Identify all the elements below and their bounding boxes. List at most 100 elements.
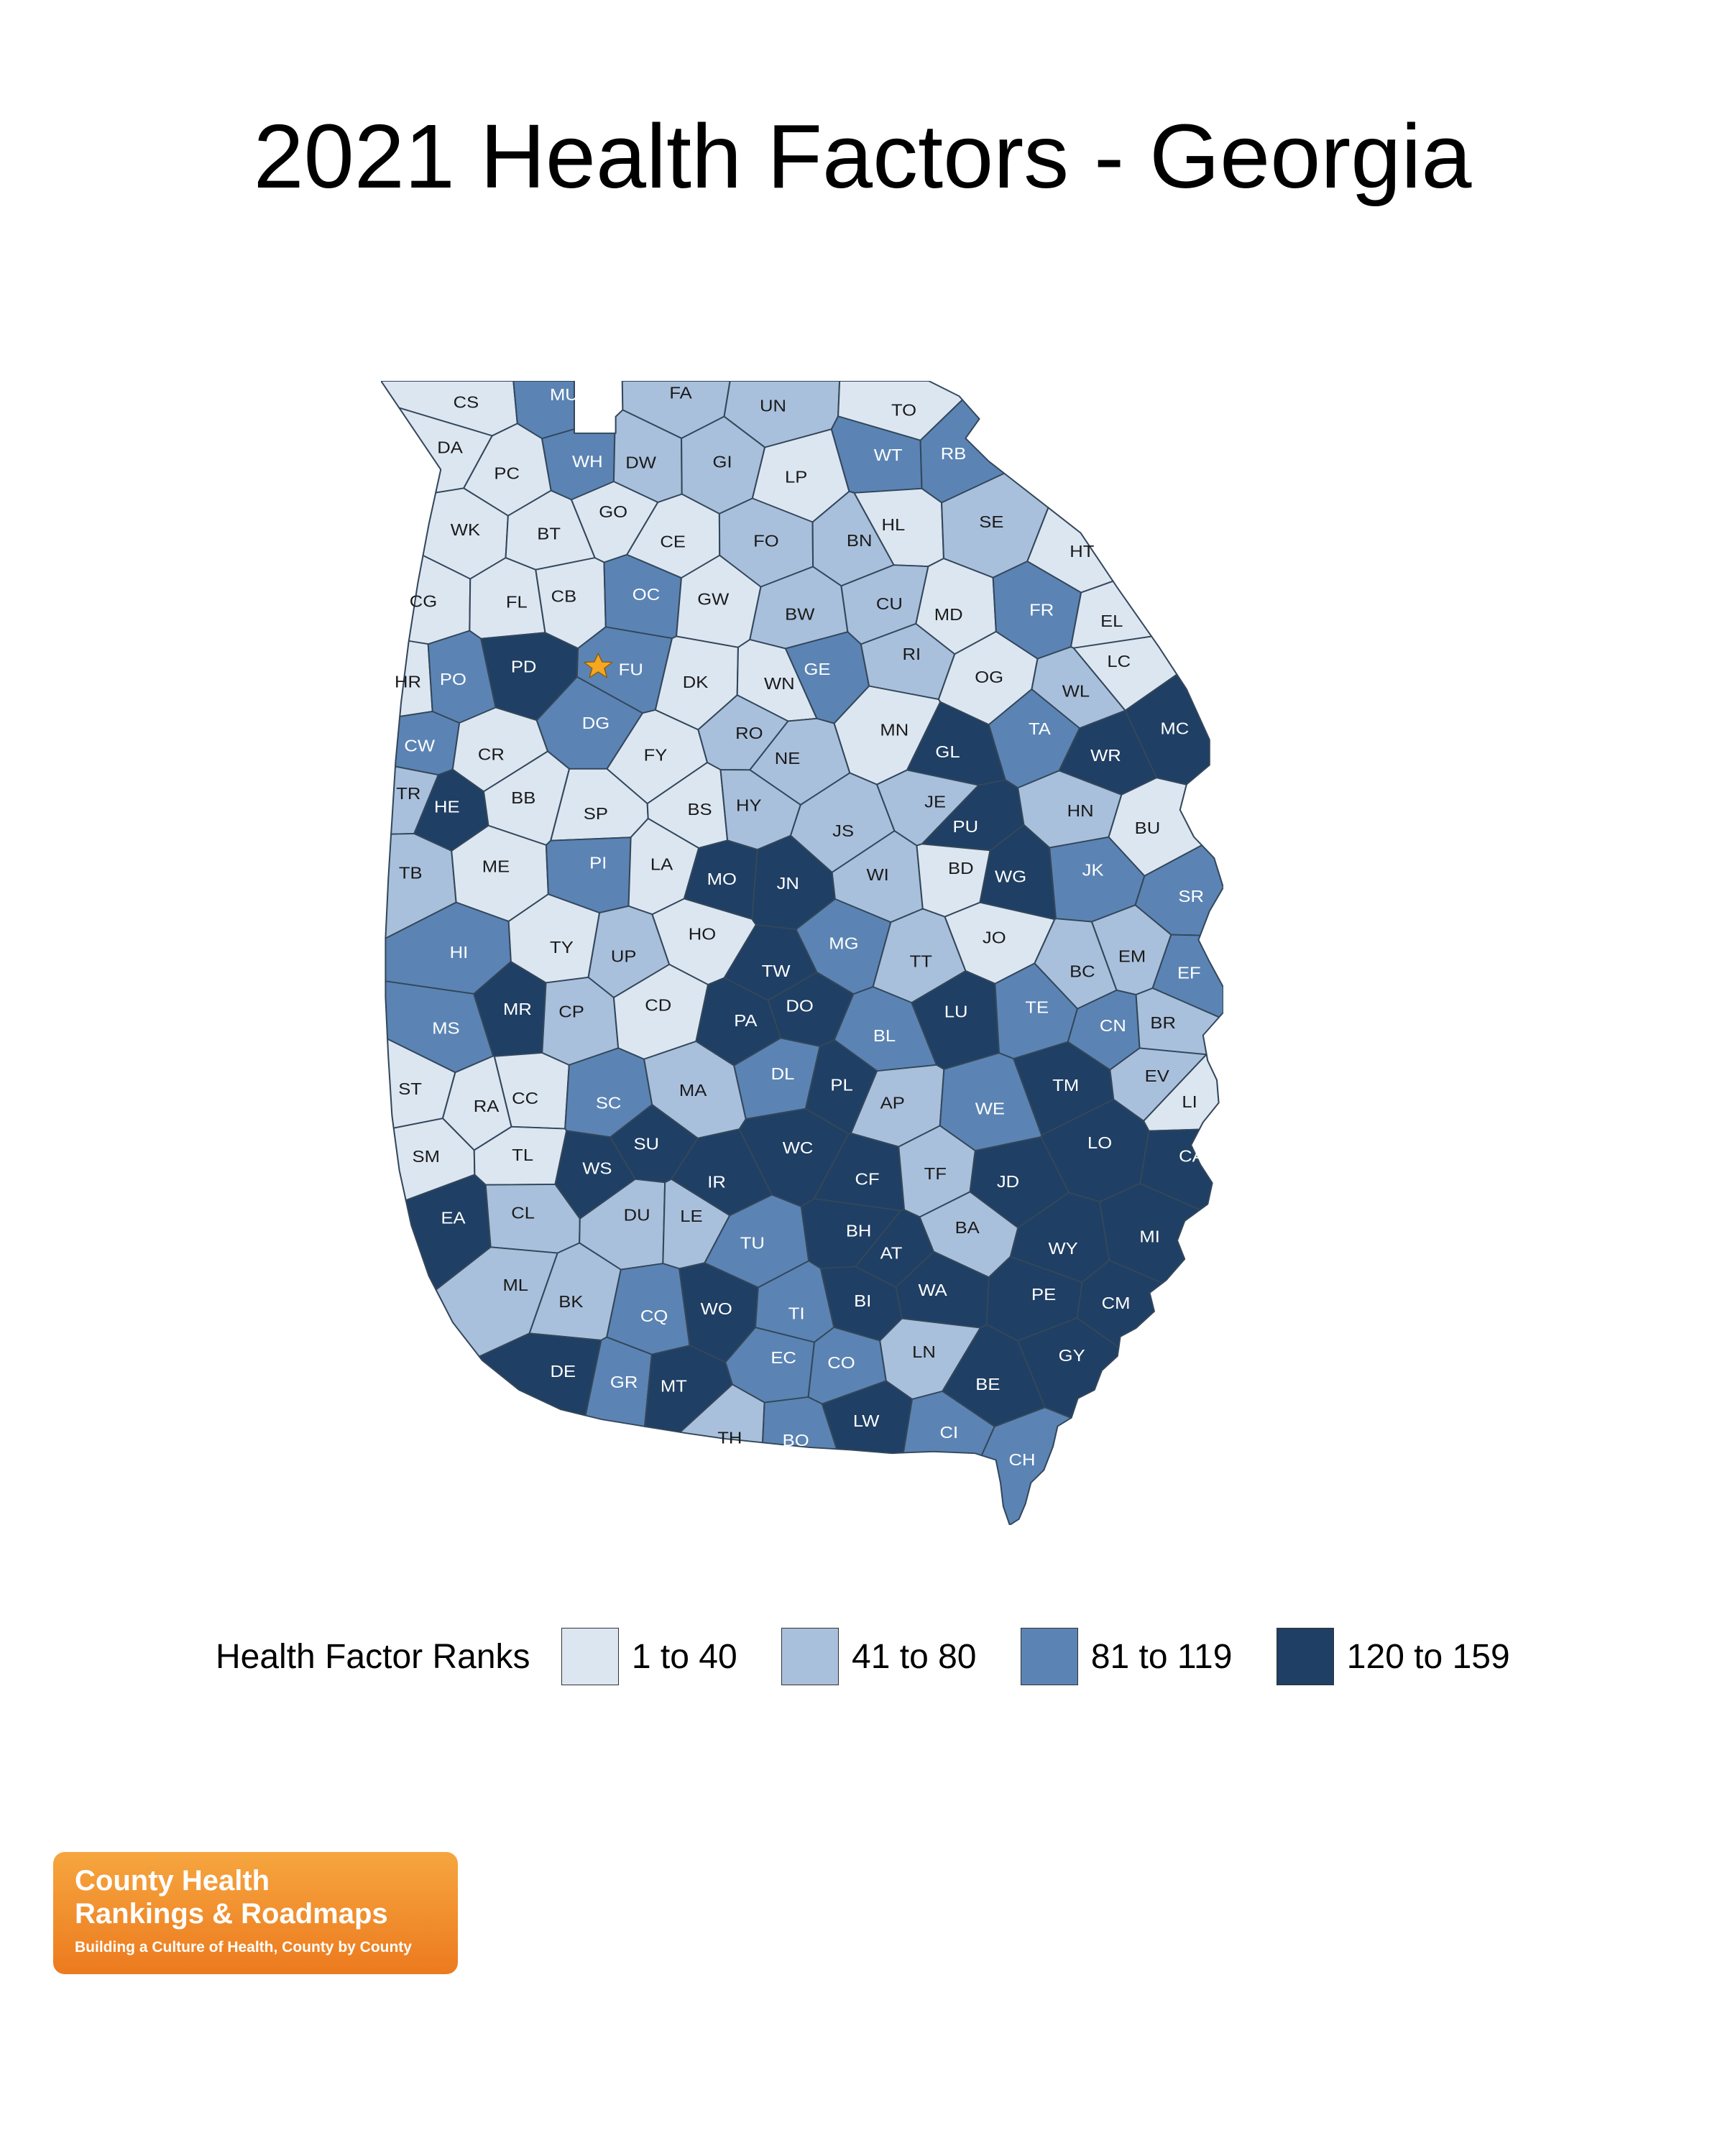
svg-text:BE: BE [975,1376,1000,1394]
svg-text:EA: EA [441,1209,466,1227]
svg-text:TF: TF [924,1165,947,1184]
svg-text:HR: HR [395,673,421,691]
svg-text:BL: BL [873,1027,896,1046]
svg-text:UP: UP [611,948,637,967]
svg-text:GW: GW [697,591,730,609]
svg-text:CO: CO [827,1354,855,1373]
svg-text:PL: PL [830,1077,852,1095]
svg-text:DA: DA [437,438,463,457]
svg-text:WL: WL [1062,683,1090,701]
svg-text:HO: HO [689,925,716,944]
svg-text:SR: SR [1178,888,1204,906]
svg-text:LW: LW [853,1412,880,1431]
svg-text:GL: GL [935,743,960,762]
svg-text:UN: UN [760,397,786,415]
svg-text:SM: SM [413,1148,440,1166]
svg-text:CS: CS [454,394,479,413]
svg-text:CG: CG [410,592,437,611]
svg-text:BO: BO [783,1432,809,1450]
svg-text:GR: GR [610,1373,638,1392]
svg-text:PD: PD [511,658,537,676]
svg-text:TO: TO [891,402,916,420]
svg-text:FU: FU [619,661,643,680]
svg-text:DU: DU [624,1206,650,1225]
svg-text:JN: JN [777,875,799,893]
svg-text:EV: EV [1145,1067,1170,1086]
svg-text:WY: WY [1048,1240,1077,1258]
svg-text:CN: CN [1100,1017,1126,1036]
svg-text:CC: CC [512,1089,538,1108]
svg-text:DL: DL [771,1065,795,1084]
svg-text:WS: WS [582,1159,612,1178]
svg-text:JK: JK [1082,862,1105,880]
svg-text:ST: ST [398,1080,422,1099]
svg-text:PC: PC [494,465,520,484]
svg-text:JE: JE [924,793,946,811]
svg-text:CI: CI [939,1424,958,1442]
svg-text:WG: WG [995,867,1026,886]
svg-text:BU: BU [1135,819,1161,838]
svg-text:PI: PI [589,854,607,872]
svg-text:CD: CD [645,996,671,1015]
svg-text:PU: PU [953,818,979,837]
svg-text:DG: DG [582,714,610,733]
svg-text:IR: IR [707,1173,726,1192]
svg-text:RA: RA [474,1097,500,1116]
svg-text:MC: MC [1160,720,1189,739]
svg-text:HL: HL [882,516,906,535]
svg-text:WR: WR [1090,747,1121,765]
svg-text:PE: PE [1031,1286,1056,1304]
svg-text:GO: GO [599,503,627,522]
svg-text:WN: WN [764,675,795,694]
svg-text:TT: TT [910,952,932,971]
svg-text:DK: DK [683,673,709,692]
svg-text:ML: ML [502,1276,528,1295]
svg-text:CE: CE [660,533,686,551]
svg-text:PA: PA [734,1012,758,1031]
svg-text:WT: WT [874,446,903,465]
svg-text:MT: MT [661,1378,687,1396]
svg-text:BC: BC [1070,963,1095,982]
svg-text:HE: HE [434,798,460,816]
svg-text:LN: LN [912,1343,936,1362]
svg-text:BA: BA [955,1219,980,1238]
svg-text:CP: CP [558,1003,584,1021]
svg-text:FO: FO [753,533,779,551]
svg-text:ME: ME [482,857,510,876]
svg-text:AP: AP [880,1094,905,1112]
svg-text:BD: BD [948,860,974,878]
svg-text:SU: SU [633,1135,659,1153]
svg-text:DO: DO [786,997,813,1015]
svg-text:LO: LO [1087,1134,1112,1153]
svg-text:WA: WA [918,1281,947,1300]
svg-text:TH: TH [717,1429,742,1447]
svg-text:JO: JO [983,929,1006,947]
svg-text:WC: WC [783,1139,814,1158]
svg-text:HY: HY [736,797,762,816]
svg-text:AT: AT [880,1244,903,1263]
svg-text:BB: BB [511,789,535,808]
svg-text:JD: JD [997,1173,1019,1192]
svg-text:BR: BR [1150,1014,1176,1033]
svg-text:LU: LU [944,1003,968,1021]
svg-text:CW: CW [404,737,436,755]
svg-text:TM: TM [1052,1077,1079,1095]
svg-text:MG: MG [829,935,858,954]
svg-text:EL: EL [1100,612,1123,631]
svg-text:BW: BW [785,606,815,625]
svg-text:RB: RB [941,445,967,464]
svg-text:BN: BN [847,532,873,550]
svg-text:LE: LE [680,1207,702,1226]
svg-text:MS: MS [432,1019,459,1038]
svg-text:TB: TB [399,864,423,883]
svg-text:DE: DE [551,1363,576,1381]
svg-text:MR: MR [503,1000,532,1019]
svg-text:BI: BI [854,1292,871,1311]
svg-text:NE: NE [775,750,801,768]
svg-text:WK: WK [451,521,481,540]
svg-text:RI: RI [902,645,921,664]
svg-text:MD: MD [934,606,963,625]
svg-text:WO: WO [701,1300,732,1319]
svg-text:EC: EC [770,1349,796,1368]
svg-text:TU: TU [740,1234,765,1253]
